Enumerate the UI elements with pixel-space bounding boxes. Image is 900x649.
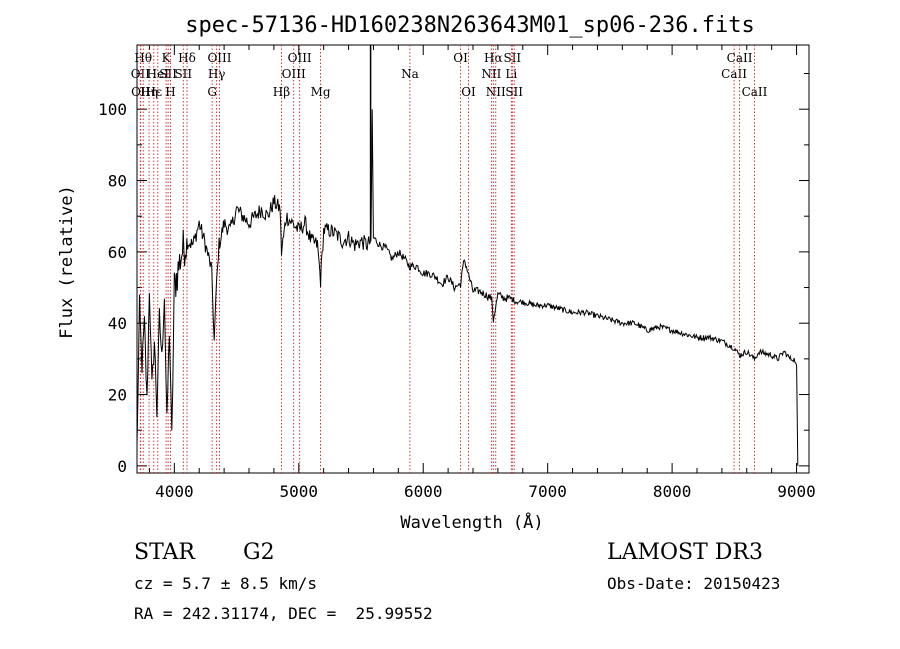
x-tick-label: 8000 <box>653 482 692 501</box>
y-tick-label: 60 <box>108 243 127 262</box>
line-label: Li <box>505 67 517 81</box>
line-label: SII <box>505 85 523 99</box>
line-label: CaII <box>742 85 768 99</box>
observation-date: Obs-Date: 20150423 <box>607 574 781 593</box>
line-label: Na <box>401 67 419 81</box>
line-label: K <box>162 51 172 65</box>
line-label: Hα <box>484 51 503 65</box>
line-label: Hθ <box>134 51 152 65</box>
y-tick-label: 100 <box>98 100 127 119</box>
x-tick-label: 5000 <box>280 482 319 501</box>
y-tick-label: 20 <box>108 386 127 405</box>
line-label: OIII <box>207 51 231 65</box>
line-label: NII <box>481 67 501 81</box>
x-axis-label: Wavelength (Å) <box>400 511 543 533</box>
line-label: H <box>165 85 175 99</box>
y-axis: 0 20 40 60 80 100 <box>98 73 809 476</box>
line-label: Hγ <box>208 67 226 81</box>
x-axis: 4000 5000 6000 7000 8000 9000 <box>148 45 816 501</box>
line-label: Hδ <box>178 51 196 65</box>
survey-name: LAMOST DR3 <box>607 540 763 565</box>
redshift-velocity: cz = 5.7 ± 8.5 km/s <box>134 574 318 593</box>
x-tick-label: 7000 <box>528 482 567 501</box>
line-label: SII <box>174 67 192 81</box>
coordinates: RA = 242.31174, DEC = 25.99552 <box>134 604 433 623</box>
line-label: CaII <box>727 51 753 65</box>
object-type: STAR <box>134 540 195 565</box>
x-tick-label: 4000 <box>155 482 194 501</box>
plot-frame <box>136 44 810 474</box>
line-label: NII <box>486 85 506 99</box>
line-label: OIII <box>282 67 306 81</box>
x-tick-label: 6000 <box>404 482 443 501</box>
line-label: HeI <box>147 67 170 81</box>
y-axis-label: Flux (relative) <box>57 185 77 339</box>
line-label: CaII <box>721 67 747 81</box>
line-label: SII <box>503 51 521 65</box>
line-label: OIII <box>288 51 312 65</box>
y-tick-label: 0 <box>117 457 127 476</box>
line-label: SII <box>159 67 177 81</box>
line-label: G <box>207 85 217 99</box>
line-label: Hβ <box>273 85 290 99</box>
y-tick-label: 80 <box>108 172 127 191</box>
chart-title: spec-57136-HD160238N263643M01_sp06-236.f… <box>185 13 755 38</box>
spectrum-series <box>136 109 799 466</box>
spectrum-line <box>136 109 799 466</box>
subclass: G2 <box>243 540 275 565</box>
line-label: OII <box>131 85 151 99</box>
line-label: Hε <box>145 85 162 99</box>
line-label: OI <box>453 51 468 65</box>
line-label: OI <box>461 85 476 99</box>
x-tick-label: 9000 <box>777 482 816 501</box>
y-tick-label: 40 <box>108 314 127 333</box>
spectral-line-markers: OIIOIIHθHηHεHeIKSIIHHδSIIGHγOIIIHβOIIIOI… <box>131 45 768 473</box>
line-label: Mg <box>311 85 331 99</box>
